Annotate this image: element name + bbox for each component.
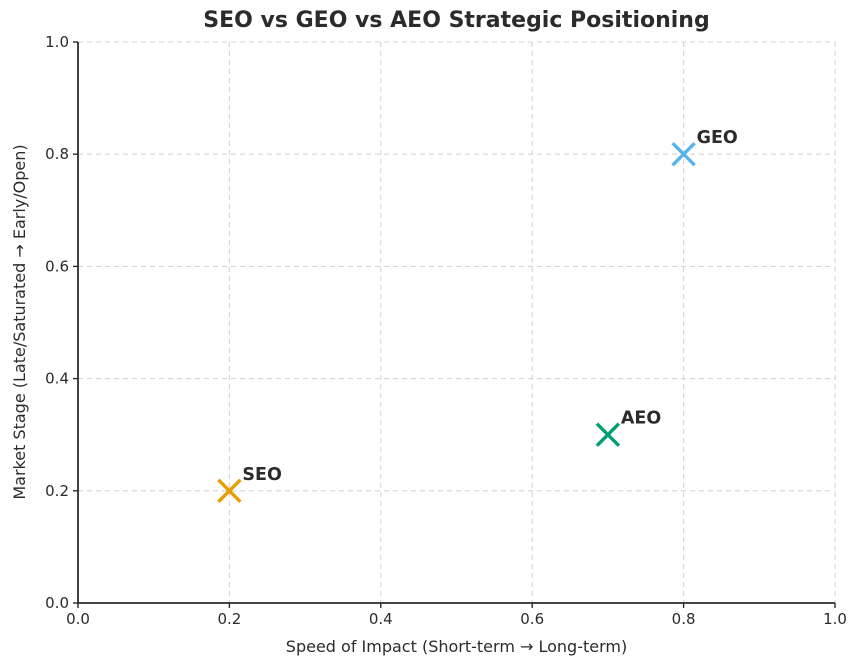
- y-tick-label-0.6: 0.6: [45, 257, 69, 275]
- data-point-SEO-stroke2: [217, 478, 242, 504]
- point-label-GEO: GEO: [697, 128, 738, 148]
- y-tick-label-0.2: 0.2: [45, 482, 69, 500]
- x-tick-label-0.6: 0.6: [520, 610, 544, 628]
- y-axis-label: Market Stage (Late/Saturated → Early/Ope…: [10, 144, 29, 500]
- x-tick-label-0.2: 0.2: [217, 610, 241, 628]
- point-label-SEO: SEO: [242, 465, 281, 485]
- data-point-GEO-stroke2: [671, 141, 696, 167]
- chart-title: SEO vs GEO vs AEO Strategic Positioning: [203, 8, 710, 33]
- x-tick-label-0.0: 0.0: [66, 610, 90, 628]
- x-tick-label-0.8: 0.8: [672, 610, 696, 628]
- x-tick-label-1.0: 1.0: [823, 610, 847, 628]
- y-tick-label-0.8: 0.8: [45, 145, 69, 163]
- x-axis-label: Speed of Impact (Short-term → Long-term): [285, 637, 628, 656]
- y-tick-label-0.0: 0.0: [45, 594, 69, 612]
- y-tick-label-0.4: 0.4: [45, 370, 69, 388]
- data-point-AEO-stroke2: [595, 422, 621, 447]
- x-tick-label-0.4: 0.4: [369, 610, 393, 628]
- y-tick-label-1.0: 1.0: [45, 33, 69, 51]
- point-label-AEO: AEO: [621, 409, 661, 429]
